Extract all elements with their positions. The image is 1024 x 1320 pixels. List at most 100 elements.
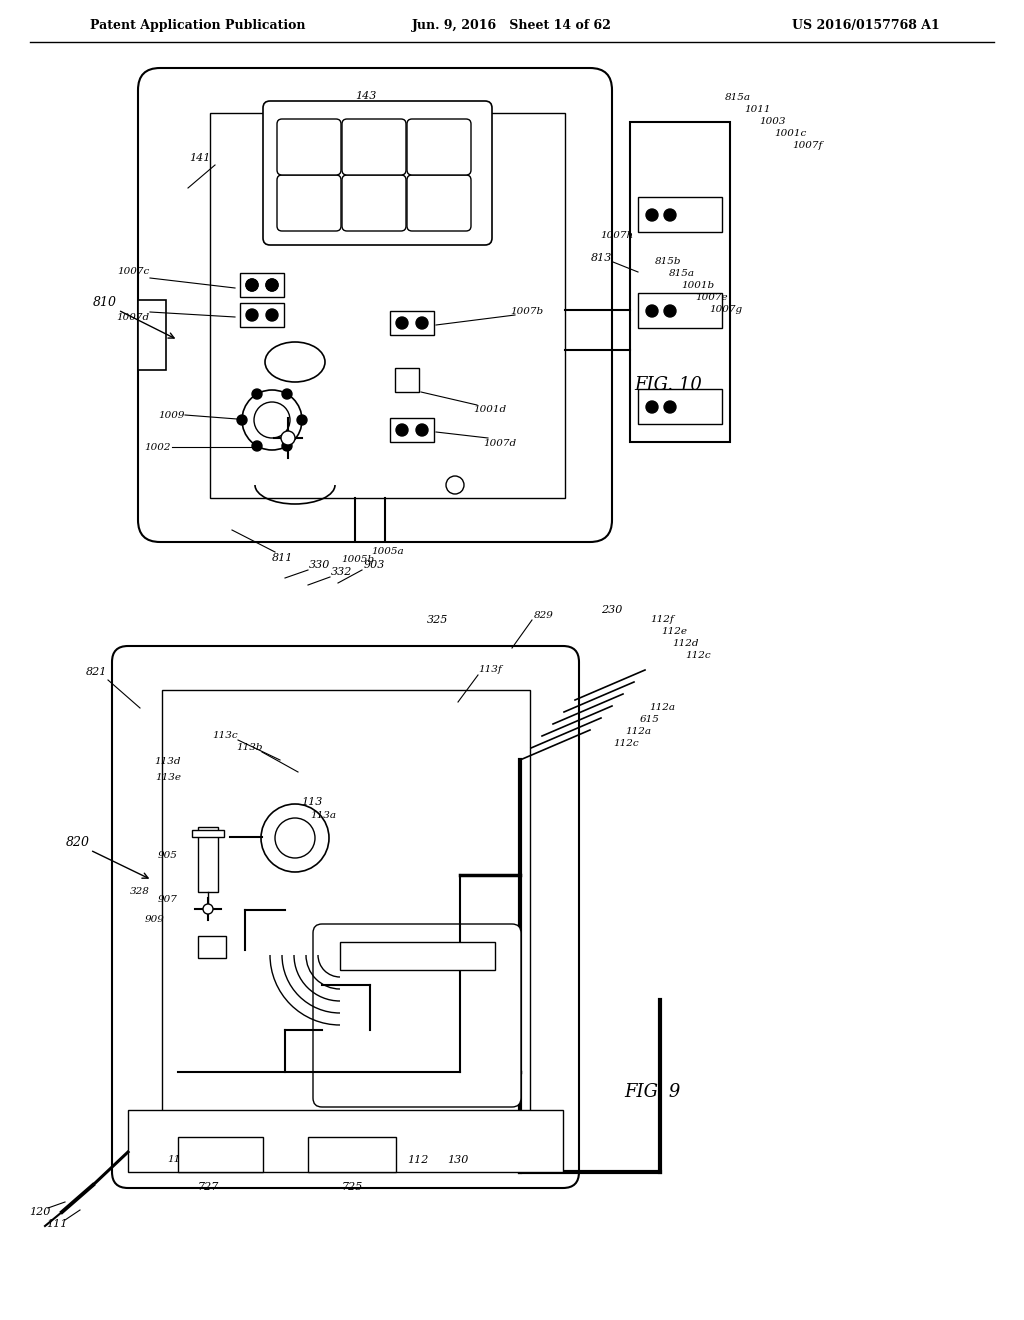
Text: 821: 821 <box>86 667 108 677</box>
Text: US 2016/0157768 A1: US 2016/0157768 A1 <box>793 18 940 32</box>
Text: 1007c: 1007c <box>117 268 150 276</box>
Circle shape <box>254 403 290 438</box>
Text: 810: 810 <box>93 296 117 309</box>
Bar <box>390 312 434 335</box>
Text: 112: 112 <box>408 1155 429 1166</box>
Text: 112e: 112e <box>662 627 687 636</box>
Text: 113: 113 <box>301 797 323 807</box>
Bar <box>198 828 218 892</box>
Text: 1007f: 1007f <box>792 141 822 150</box>
Text: 325: 325 <box>427 615 449 624</box>
Text: Jun. 9, 2016   Sheet 14 of 62: Jun. 9, 2016 Sheet 14 of 62 <box>412 18 612 32</box>
Text: 113a: 113a <box>310 810 336 820</box>
Text: FIG. 10: FIG. 10 <box>634 376 701 393</box>
Circle shape <box>646 209 658 220</box>
Bar <box>162 690 530 1138</box>
Text: 727: 727 <box>198 1181 219 1192</box>
Text: 141: 141 <box>189 153 211 162</box>
Text: 113b: 113b <box>237 742 263 751</box>
Text: 230: 230 <box>601 605 623 615</box>
Bar <box>638 389 722 424</box>
Text: 815a: 815a <box>669 269 695 279</box>
Text: 1005b: 1005b <box>341 556 375 565</box>
Circle shape <box>237 414 247 425</box>
Text: 112a: 112a <box>625 727 651 737</box>
Circle shape <box>246 309 258 321</box>
Circle shape <box>281 432 295 445</box>
Circle shape <box>416 317 428 329</box>
Text: Patent Application Publication: Patent Application Publication <box>90 18 305 32</box>
Text: 1007g: 1007g <box>710 305 742 314</box>
Text: 909: 909 <box>145 916 165 924</box>
Circle shape <box>246 279 258 290</box>
Circle shape <box>297 414 307 425</box>
Text: 905: 905 <box>158 850 178 859</box>
Text: 1007e: 1007e <box>695 293 728 302</box>
Bar <box>128 1110 563 1172</box>
Circle shape <box>266 309 278 321</box>
Text: 113c: 113c <box>212 730 238 739</box>
FancyBboxPatch shape <box>342 176 406 231</box>
Text: 1001c: 1001c <box>774 129 806 139</box>
FancyBboxPatch shape <box>407 119 471 176</box>
Text: 112c: 112c <box>613 739 639 748</box>
Ellipse shape <box>265 342 325 381</box>
Circle shape <box>266 279 278 290</box>
Text: 1007d: 1007d <box>483 438 516 447</box>
Text: 113e: 113e <box>155 772 181 781</box>
Bar <box>308 1137 396 1172</box>
FancyBboxPatch shape <box>112 645 579 1188</box>
Text: 328: 328 <box>130 887 150 896</box>
Bar <box>630 121 730 442</box>
Bar <box>210 114 565 498</box>
Circle shape <box>252 441 262 451</box>
Text: 829: 829 <box>535 610 554 619</box>
Text: 112d: 112d <box>673 639 699 648</box>
Text: 1001d: 1001d <box>473 405 507 414</box>
Text: 113d: 113d <box>155 758 181 767</box>
Text: 820: 820 <box>66 836 90 849</box>
Text: 1007d: 1007d <box>117 314 150 322</box>
FancyBboxPatch shape <box>138 69 612 543</box>
Bar <box>638 293 722 327</box>
Text: 1009: 1009 <box>159 411 185 420</box>
Circle shape <box>282 441 292 451</box>
Circle shape <box>416 424 428 436</box>
Text: 725: 725 <box>341 1181 362 1192</box>
Text: 112a: 112a <box>649 704 675 713</box>
FancyBboxPatch shape <box>407 176 471 231</box>
FancyBboxPatch shape <box>263 102 492 246</box>
Bar <box>395 368 419 392</box>
Bar <box>193 830 224 837</box>
Bar <box>638 197 722 232</box>
Bar <box>240 273 284 297</box>
Text: 811: 811 <box>272 553 294 564</box>
Text: 815a: 815a <box>725 94 751 103</box>
Circle shape <box>646 305 658 317</box>
Text: 1003: 1003 <box>760 117 786 127</box>
Bar <box>240 304 284 327</box>
Text: 615: 615 <box>640 715 659 725</box>
Circle shape <box>396 317 408 329</box>
Circle shape <box>275 818 315 858</box>
Text: 1002: 1002 <box>144 442 171 451</box>
Text: 120: 120 <box>30 1206 50 1217</box>
Bar <box>178 1137 263 1172</box>
Text: 130: 130 <box>447 1155 469 1166</box>
FancyBboxPatch shape <box>278 176 341 231</box>
Circle shape <box>664 401 676 413</box>
Circle shape <box>252 389 262 399</box>
Circle shape <box>246 279 258 290</box>
Text: 112c: 112c <box>685 652 711 660</box>
Circle shape <box>266 279 278 290</box>
Text: 903: 903 <box>364 560 385 570</box>
Text: 111: 111 <box>46 1218 68 1229</box>
Circle shape <box>282 389 292 399</box>
Text: 111a: 111a <box>167 1155 193 1164</box>
Text: 143: 143 <box>355 91 377 102</box>
Circle shape <box>261 804 329 873</box>
Text: 1007h: 1007h <box>600 231 634 239</box>
Text: 330: 330 <box>309 560 331 570</box>
Text: 815b: 815b <box>654 257 681 267</box>
Text: 112f: 112f <box>650 615 674 624</box>
